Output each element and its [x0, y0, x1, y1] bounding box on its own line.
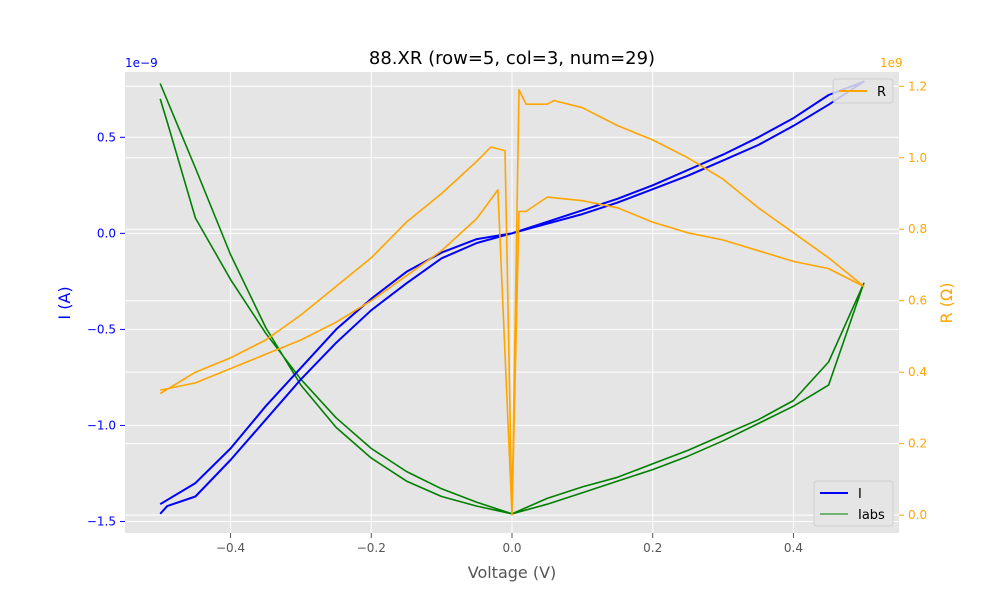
x-tick-label: 0.2 — [643, 541, 662, 555]
legend-right: R — [832, 78, 894, 104]
right-axis-multiplier: 1e9 — [880, 56, 903, 70]
chart-title: 88.XR (row=5, col=3, num=29) — [369, 48, 655, 69]
grid — [125, 72, 899, 533]
right-tick-label: 0.8 — [908, 222, 927, 236]
legend-i-label: I — [858, 487, 862, 502]
legend-iabs-label: Iabs — [858, 508, 885, 523]
x-tick-label: −0.4 — [216, 541, 245, 555]
x-tick-label: 0.4 — [784, 541, 803, 555]
left-tick-label: −0.5 — [87, 322, 116, 336]
right-tick-label: 0.2 — [908, 437, 927, 451]
right-tick-label: 0.4 — [908, 365, 927, 379]
left-tick-label: −1.5 — [87, 514, 116, 528]
left-axis-label: I (A) — [55, 286, 74, 319]
right-tick-label: 1.0 — [908, 151, 927, 165]
right-tick-label: 1.2 — [908, 79, 927, 93]
axes-layer: −0.4 −0.2 0.0 0.2 0.4 −1.5 −1.0 −0.5 0.0 0.5 0.0 0.… — [87, 79, 927, 555]
left-axis-multiplier: 1e−9 — [125, 56, 158, 70]
left-tick-label: −1.0 — [87, 418, 116, 432]
series-line-r — [159, 89, 865, 516]
legend-r-label: R — [877, 85, 886, 100]
x-tick-label: 0.0 — [502, 541, 521, 555]
x-axis-label: Voltage (V) — [468, 563, 557, 582]
right-axis-label: R (Ω) — [937, 283, 956, 324]
right-tick-label: 0.0 — [908, 508, 927, 522]
left-tick-label: 0.0 — [97, 226, 116, 240]
left-tick-label: 0.5 — [97, 130, 116, 144]
series-line-iabs — [159, 83, 865, 515]
x-tick-label: −0.2 — [357, 541, 386, 555]
legend-left: I Iabs — [813, 480, 894, 527]
right-tick-label: 0.6 — [908, 294, 927, 308]
